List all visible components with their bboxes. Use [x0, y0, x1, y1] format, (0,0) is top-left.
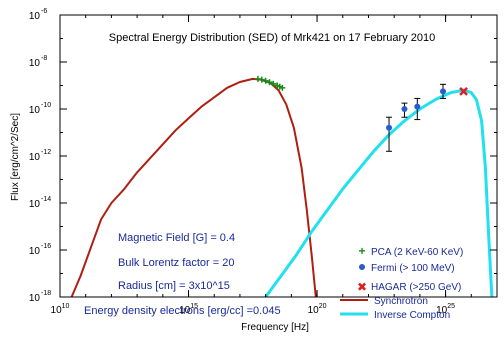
series-line-inverse-compton [264, 88, 494, 297]
y-tick-exponent: -14 [41, 196, 51, 203]
legend-fermi-marker [359, 264, 365, 270]
pca-point [258, 76, 265, 83]
annotation-lorentz-factor: Bulk Lorentz factor = 20 [118, 257, 234, 269]
y-axis-label: Flux [erg/cm^2/Sec] [10, 113, 21, 201]
curves-layer [70, 77, 494, 297]
fermi-point [414, 103, 421, 110]
y-tick-exponent: -12 [41, 149, 51, 156]
legend: + PCA (2 KeV-60 KeV) Fermi (> 100 MeV) ✖… [340, 244, 463, 321]
annotation-magnetic-field: Magnetic Field [G] = 0.4 [118, 232, 235, 244]
x-axis-label: Frequency [Hz] [241, 322, 309, 333]
pca-point [279, 84, 286, 91]
legend-fermi-label: Fermi (> 100 MeV) [371, 263, 455, 274]
fermi-point [401, 106, 408, 112]
fermi-point [440, 88, 447, 95]
y-tick-label: 10 [29, 11, 41, 22]
pca-point [262, 77, 269, 84]
y-tick-exponent: -8 [41, 55, 47, 62]
y-tick-label: 10 [29, 105, 41, 116]
legend-pca-label: PCA (2 KeV-60 KeV) [371, 247, 463, 258]
y-tick-label: 10 [29, 246, 41, 257]
y-tick-label: 10 [29, 152, 41, 163]
y-tick-label: 10 [29, 199, 41, 210]
y-tick-label: 10 [29, 58, 41, 69]
annotation-energy-density: Energy density electrons [erg/cc] =0.045 [84, 305, 281, 317]
y-tick-exponent: -18 [41, 290, 51, 297]
series-line-synchrotron [70, 77, 317, 297]
pca-point [270, 80, 277, 87]
fermi-error-bar [386, 116, 393, 152]
parameter-annotations: Magnetic Field [G] = 0.4 Bulk Lorentz fa… [84, 232, 281, 317]
legend-inverse-compton-label: Inverse Compton [374, 310, 450, 321]
annotation-radius: Radius [cm] = 3x10^15 [118, 280, 230, 292]
y-tick-exponent: -6 [41, 8, 47, 15]
legend-pca-marker: + [358, 244, 365, 258]
legend-hagar-label: HAGAR (>250 GeV) [371, 282, 461, 293]
pca-point [266, 79, 273, 86]
y-tick-label: 10 [29, 293, 41, 304]
legend-hagar-marker: ✖ [357, 280, 367, 294]
hagar-point [459, 86, 468, 96]
y-tick-exponent: -16 [41, 243, 51, 250]
markers-layer [254, 75, 468, 152]
y-tick-exponent: -10 [41, 102, 51, 109]
fermi-point [386, 124, 393, 131]
chart-title: Spectral Energy Distribution (SED) of Mr… [109, 32, 436, 44]
legend-synchrotron-label: Synchrotron [374, 296, 428, 307]
